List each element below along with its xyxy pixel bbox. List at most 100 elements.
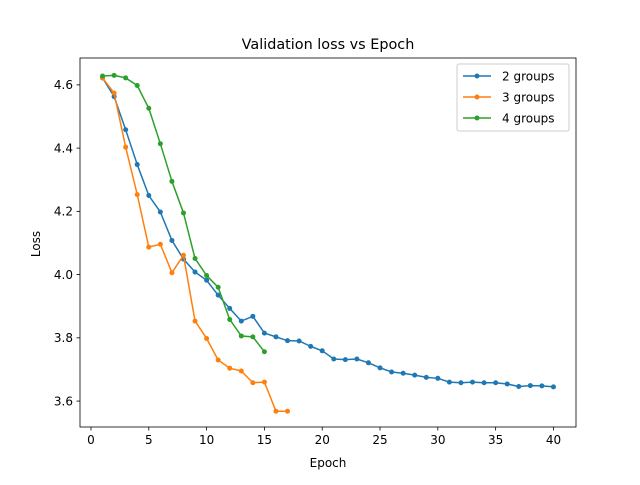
x-tick-label: 5 bbox=[145, 433, 153, 447]
data-point bbox=[296, 338, 302, 344]
series-group bbox=[100, 72, 556, 414]
data-point bbox=[227, 316, 233, 322]
data-point bbox=[365, 360, 371, 366]
series-2 bbox=[100, 75, 291, 414]
data-point bbox=[157, 141, 163, 147]
x-tick-label: 40 bbox=[546, 433, 561, 447]
data-point bbox=[192, 255, 198, 261]
data-point bbox=[238, 368, 244, 374]
legend-label: 3 groups bbox=[502, 90, 555, 104]
data-point bbox=[423, 374, 429, 380]
data-point bbox=[504, 381, 510, 387]
data-point bbox=[100, 73, 106, 79]
x-tick-label: 30 bbox=[430, 433, 445, 447]
data-point bbox=[204, 335, 210, 341]
y-tick-label: 4.6 bbox=[54, 78, 73, 92]
data-point bbox=[446, 379, 452, 385]
data-point bbox=[227, 365, 233, 371]
data-point bbox=[550, 384, 556, 390]
data-point bbox=[470, 379, 476, 385]
data-point bbox=[400, 370, 406, 376]
legend-label: 2 groups bbox=[502, 69, 555, 83]
data-point bbox=[123, 75, 129, 81]
y-tick-label: 3.6 bbox=[54, 394, 73, 408]
series-3 bbox=[100, 72, 267, 355]
data-point bbox=[227, 305, 233, 311]
data-point bbox=[261, 349, 267, 355]
y-tick-label: 3.8 bbox=[54, 331, 73, 345]
legend-label: 4 groups bbox=[502, 111, 555, 125]
data-point bbox=[331, 356, 337, 362]
data-point bbox=[180, 252, 186, 258]
x-axis-label: Epoch bbox=[310, 456, 347, 470]
y-axis-label: Loss bbox=[29, 231, 43, 257]
data-point bbox=[134, 83, 140, 89]
data-point bbox=[435, 375, 441, 381]
data-point bbox=[238, 318, 244, 324]
data-point bbox=[215, 357, 221, 363]
data-point bbox=[285, 408, 291, 414]
x-tick-label: 35 bbox=[488, 433, 503, 447]
data-point bbox=[180, 210, 186, 216]
data-point bbox=[319, 348, 325, 354]
data-point bbox=[134, 192, 140, 198]
data-point bbox=[342, 357, 348, 363]
data-point bbox=[285, 338, 291, 344]
series-1 bbox=[100, 75, 556, 390]
data-point bbox=[215, 292, 221, 298]
data-point bbox=[111, 90, 117, 96]
data-point bbox=[458, 380, 464, 386]
y-tick-label: 4.2 bbox=[54, 205, 73, 219]
series-line bbox=[101, 76, 555, 388]
data-point bbox=[169, 270, 175, 276]
data-point bbox=[169, 178, 175, 184]
x-tick-label: 15 bbox=[257, 433, 272, 447]
data-point bbox=[215, 284, 221, 290]
data-point bbox=[134, 162, 140, 168]
data-point bbox=[481, 380, 487, 386]
data-point bbox=[123, 127, 129, 133]
y-tick-label: 4.0 bbox=[54, 268, 73, 282]
legend-marker bbox=[474, 73, 480, 79]
axes-frame bbox=[79, 57, 577, 428]
x-tick-label: 20 bbox=[315, 433, 330, 447]
y-tick-label: 4.4 bbox=[54, 141, 73, 155]
data-point bbox=[157, 209, 163, 215]
data-point bbox=[123, 144, 129, 150]
data-point bbox=[389, 369, 395, 375]
data-point bbox=[192, 318, 198, 324]
x-tick-label: 10 bbox=[199, 433, 214, 447]
data-point bbox=[539, 383, 545, 389]
data-point bbox=[261, 379, 267, 385]
axes: 0 5 10 15 20 25 30 35 40 3.6 3.8 4.0 4.2 4.4 4.6 bbox=[54, 78, 561, 447]
data-point bbox=[412, 372, 418, 378]
legend-marker bbox=[474, 94, 480, 100]
data-point bbox=[146, 193, 152, 199]
data-point bbox=[273, 408, 279, 414]
data-point bbox=[377, 365, 383, 371]
data-point bbox=[250, 313, 256, 319]
x-tick-label: 0 bbox=[87, 433, 95, 447]
data-point bbox=[250, 380, 256, 386]
data-point bbox=[308, 343, 314, 349]
data-point bbox=[238, 333, 244, 339]
data-point bbox=[250, 334, 256, 340]
legend-box bbox=[456, 63, 570, 132]
data-point bbox=[204, 273, 210, 279]
data-point bbox=[527, 383, 533, 389]
data-point bbox=[273, 334, 279, 340]
data-point bbox=[146, 244, 152, 250]
data-point bbox=[261, 330, 267, 336]
data-point bbox=[516, 384, 522, 390]
data-point bbox=[192, 269, 198, 275]
data-point bbox=[354, 356, 360, 362]
chart-title: Validation loss vs Epoch bbox=[242, 37, 415, 53]
legend-marker bbox=[474, 115, 480, 121]
data-point bbox=[157, 241, 163, 247]
data-point bbox=[169, 237, 175, 243]
data-point bbox=[493, 380, 499, 386]
data-point bbox=[146, 105, 152, 111]
legend: 2 groups 3 groups 4 groups bbox=[456, 63, 570, 132]
